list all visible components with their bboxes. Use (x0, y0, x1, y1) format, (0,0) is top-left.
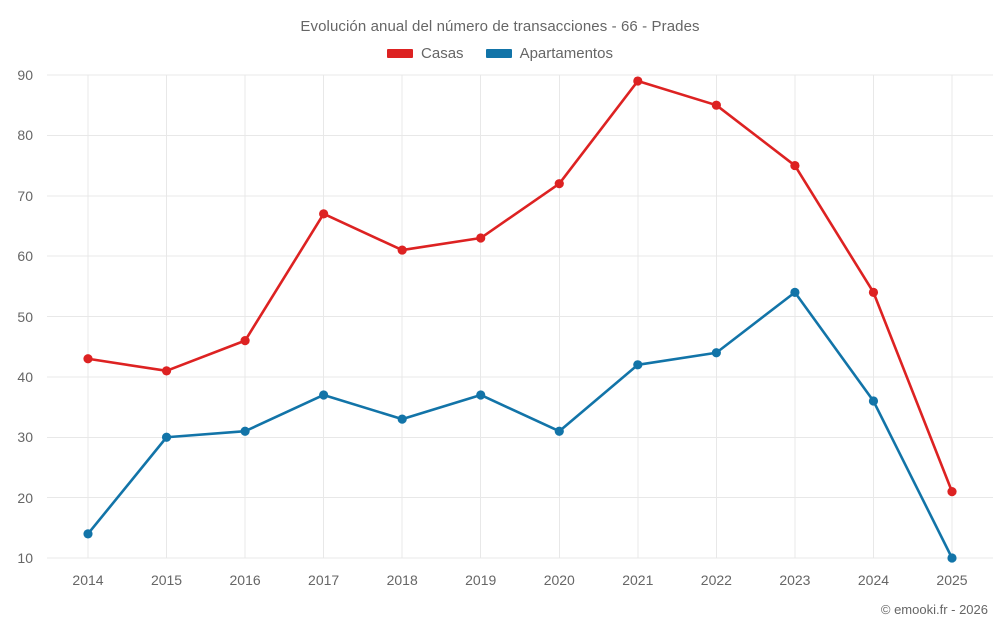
data-point[interactable] (868, 396, 879, 406)
y-tick-label: 80 (17, 127, 33, 144)
data-point[interactable] (633, 76, 643, 86)
x-tick-label: 2018 (386, 572, 418, 588)
data-point[interactable] (790, 287, 800, 297)
data-point[interactable] (83, 354, 93, 364)
data-point[interactable] (554, 426, 564, 436)
x-tick-label: 2022 (700, 572, 732, 588)
data-point[interactable] (790, 160, 800, 171)
data-point[interactable] (554, 179, 564, 189)
footer-credit: © emooki.fr - 2026 (880, 602, 988, 617)
data-point[interactable] (711, 100, 721, 110)
data-point[interactable] (240, 426, 250, 436)
x-tick-label: 2014 (72, 572, 104, 588)
y-tick-label: 40 (17, 368, 33, 385)
x-tick-label: 2021 (622, 572, 654, 588)
chart-title: Evolución anual del número de transaccio… (300, 18, 700, 35)
x-tick-label: 2020 (543, 572, 575, 588)
data-point[interactable] (476, 390, 486, 400)
x-tick-label: 2024 (857, 572, 890, 588)
series-line-casas (86, 79, 954, 493)
data-point[interactable] (633, 360, 643, 370)
series-markers (83, 76, 957, 563)
data-point[interactable] (476, 233, 486, 243)
legend-item-apartamentos[interactable]: Apartamentos (485, 45, 613, 62)
x-tick-label: 2023 (779, 572, 811, 588)
data-point[interactable] (161, 432, 172, 442)
data-point[interactable] (947, 486, 957, 497)
data-point[interactable] (83, 529, 93, 539)
y-gridlines (47, 74, 993, 559)
y-tick-label: 90 (17, 67, 33, 83)
x-tick-label: 2015 (150, 572, 183, 588)
data-point[interactable] (868, 287, 879, 297)
data-point[interactable] (319, 209, 329, 219)
legend-label-casas: Casas (421, 45, 464, 62)
legend-item-casas[interactable]: Casas (387, 45, 464, 62)
x-tick-label: 2016 (229, 572, 261, 588)
x-tick-label: 2019 (465, 572, 497, 588)
data-point[interactable] (319, 390, 329, 400)
data-point[interactable] (240, 336, 250, 346)
data-point[interactable] (397, 245, 407, 255)
x-gridlines (87, 75, 953, 558)
series-lines (86, 79, 954, 560)
y-tick-label: 60 (17, 248, 33, 265)
data-point[interactable] (161, 366, 172, 376)
legend-label-apartamentos: Apartamentos (519, 45, 613, 62)
y-tick-label: 30 (17, 429, 33, 446)
x-tick-label: 2025 (936, 572, 968, 588)
legend-swatch-casas (387, 49, 414, 58)
series-line-apartamentos (86, 291, 954, 560)
x-tick-label: 2017 (308, 572, 340, 588)
data-point[interactable] (711, 348, 721, 358)
y-tick-label: 20 (17, 489, 33, 506)
chart-legend: Casas Apartamentos (0, 45, 1000, 62)
data-point[interactable] (947, 553, 957, 563)
y-tick-label: 50 (17, 308, 33, 325)
y-tick-label: 70 (17, 187, 33, 204)
data-point[interactable] (397, 414, 407, 424)
y-tick-label: 10 (17, 550, 33, 566)
legend-swatch-apartamentos (485, 49, 512, 58)
